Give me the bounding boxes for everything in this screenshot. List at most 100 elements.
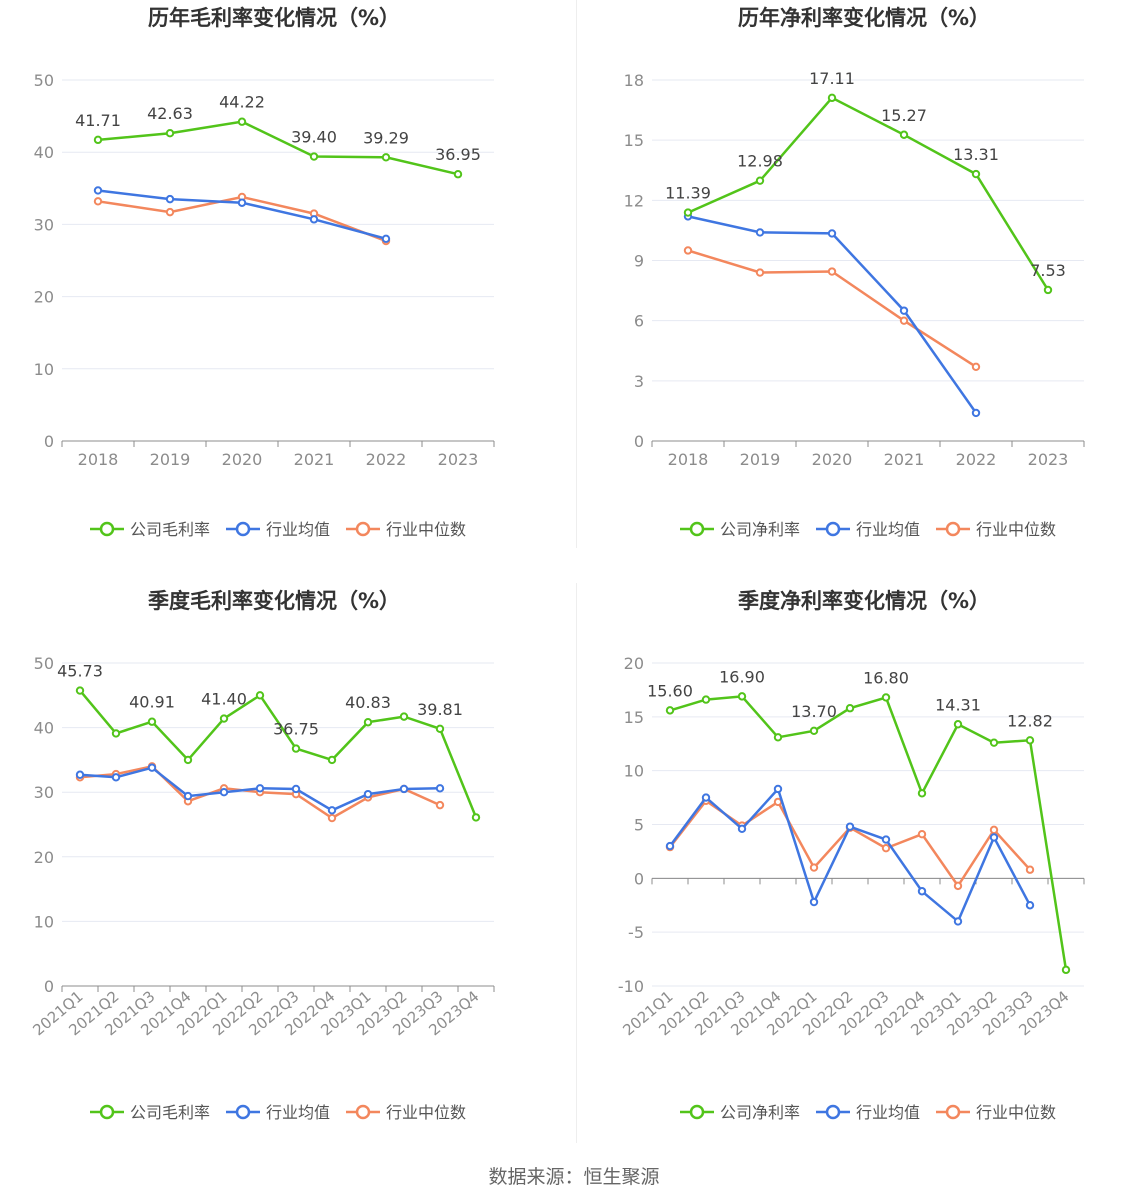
data-point (255, 784, 265, 793)
legend-item[interactable]: 行业均值 (816, 520, 920, 539)
chart-panel-annual-gross-margin: 历年毛利率变化情况（%） 0 10 20 30 40 50 2018 2019 2020 2021 2… (0, 0, 574, 583)
data-label: 17.11 (809, 69, 855, 88)
data-point (147, 717, 157, 726)
data-point (1025, 736, 1035, 745)
y-tick-label: 40 (34, 143, 54, 162)
data-point (435, 800, 445, 810)
data-point (237, 117, 247, 126)
data-point (291, 784, 301, 794)
y-tick-label: 30 (34, 215, 54, 234)
data-point (809, 726, 819, 736)
data-point (381, 234, 391, 244)
legend-label: 行业中位数 (386, 520, 466, 539)
legend-label: 公司毛利率 (130, 520, 210, 539)
data-point (989, 825, 999, 835)
data-point (1061, 965, 1071, 975)
y-tick-label: 0 (634, 869, 644, 888)
data-point (701, 793, 711, 802)
data-label: 40.83 (345, 693, 391, 712)
data-point (93, 197, 103, 206)
data-point (255, 691, 265, 700)
data-label: 40.91 (129, 693, 175, 712)
data-point (327, 813, 337, 823)
legend-label: 行业中位数 (976, 1103, 1056, 1122)
chart-svg: 季度净利率变化情况（%）-10-5051015202021Q12021Q2202… (618, 589, 1085, 1122)
chart-panel-annual-net-margin: 历年净利率变化情况（%） 0 3 6 9 12 15 18 2018 2019 2020 2021 20… (590, 0, 1148, 583)
series-line (79, 689, 478, 818)
data-point (845, 704, 855, 713)
legend-marker-icon (235, 521, 251, 537)
data-point (737, 824, 747, 834)
y-tick-label: 5 (634, 816, 644, 835)
data-point (755, 268, 765, 277)
data-label: 39.40 (291, 128, 337, 147)
legend-item[interactable]: 公司毛利率 (90, 520, 210, 539)
legend-marker-icon (355, 521, 371, 537)
data-label: 42.63 (147, 104, 193, 123)
y-tick-label: 15 (624, 708, 644, 727)
data-label: 14.31 (935, 695, 981, 714)
data-point (471, 813, 481, 822)
y-tick-label: 10 (624, 762, 644, 781)
data-point (971, 408, 981, 418)
data-point (827, 229, 837, 238)
legend-item[interactable]: 行业均值 (816, 1103, 920, 1122)
chart-title: 季度净利率变化情况（%） (738, 589, 990, 613)
legend-item[interactable]: 公司净利率 (680, 1103, 800, 1122)
data-point (147, 763, 157, 772)
data-point (1025, 901, 1035, 910)
chart-panel-quarterly-net-margin: 季度净利率变化情况（%） -10 -5 0 5 10 15 20 2021Q1 2021Q2 202… (590, 583, 1148, 1166)
y-tick-label: 12 (624, 191, 644, 210)
x-tick-label: 2021 (294, 450, 335, 469)
legend-marker-icon (355, 1104, 371, 1120)
legend-item[interactable]: 行业均值 (226, 1103, 330, 1122)
legend-item[interactable]: 行业中位数 (346, 520, 466, 539)
data-point (1025, 865, 1035, 874)
y-tick-label: 50 (34, 71, 54, 90)
y-tick-label: 10 (34, 360, 54, 379)
x-tick-label: 2020 (222, 450, 263, 469)
data-point (237, 198, 247, 207)
data-point (219, 788, 229, 797)
data-point (363, 718, 373, 727)
data-point (683, 246, 693, 255)
y-tick-label: 40 (34, 719, 54, 738)
data-point (755, 176, 765, 185)
y-tick-label: 50 (34, 654, 54, 673)
y-tick-label: 0 (44, 432, 54, 451)
data-label: 16.90 (719, 667, 765, 686)
data-label: 16.80 (863, 668, 909, 687)
legend-item[interactable]: 行业中位数 (936, 1103, 1056, 1122)
chart-svg: 历年毛利率变化情况（%） 0 10 20 30 40 50 2018 2019 2020 2021 2… (34, 6, 495, 539)
data-point (809, 863, 819, 872)
legend-item[interactable]: 行业中位数 (346, 1103, 466, 1122)
legend-label: 行业中位数 (976, 520, 1056, 539)
data-point (165, 129, 175, 138)
data-point (111, 729, 121, 738)
x-tick-label: 2020 (812, 450, 853, 469)
y-tick-label: 0 (634, 432, 644, 451)
data-point (917, 887, 927, 896)
data-point (1043, 285, 1053, 295)
series-line (668, 786, 1032, 924)
legend-item[interactable]: 行业均值 (226, 520, 330, 539)
data-label: 12.82 (1007, 711, 1053, 730)
chart-svg: 季度毛利率变化情况（%）010203040502021Q12021Q22021Q… (29, 589, 495, 1122)
data-point (917, 829, 927, 839)
x-tick-label: 2021 (884, 450, 925, 469)
data-point (309, 152, 319, 161)
data-point (881, 843, 891, 853)
legend-item[interactable]: 行业中位数 (936, 520, 1056, 539)
x-tick-label: 2022 (366, 450, 407, 469)
data-point (183, 791, 193, 801)
y-tick-label: 3 (634, 372, 644, 391)
data-point (827, 93, 837, 103)
y-tick-label: -10 (618, 977, 644, 996)
x-tick-label: 2018 (78, 450, 119, 469)
chart-title: 季度毛利率变化情况（%） (148, 589, 400, 613)
legend-item[interactable]: 公司净利率 (680, 520, 800, 539)
data-point (399, 712, 409, 721)
y-tick-label: 10 (34, 912, 54, 931)
y-tick-label: 18 (624, 71, 644, 90)
legend-item[interactable]: 公司毛利率 (90, 1103, 210, 1122)
